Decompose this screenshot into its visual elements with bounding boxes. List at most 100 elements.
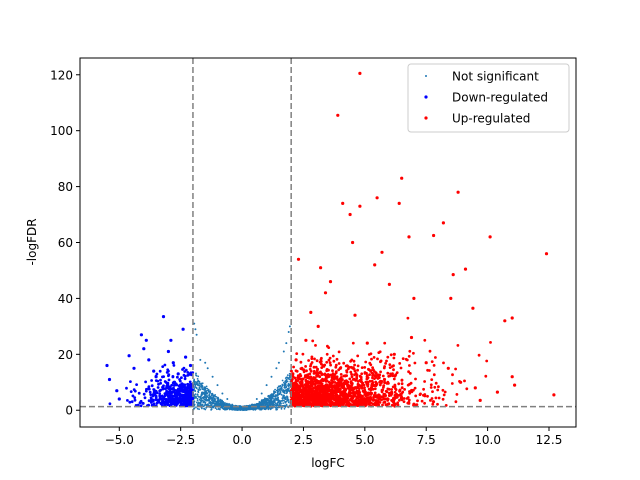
point-up-regulated-24 <box>412 296 416 300</box>
point-up-regulated-6 <box>397 201 401 205</box>
point-up-regulated-31 <box>495 390 499 394</box>
point-down-regulated-1 <box>107 377 112 382</box>
point-up-regulated-34 <box>473 386 477 390</box>
point-down-regulated-19 <box>188 363 193 368</box>
point-not-significant-17 <box>265 384 268 387</box>
point-not-significant-16 <box>260 392 263 395</box>
legend: Not significant Down-regulated Up-regula… <box>407 63 570 133</box>
point-up-regulated-46 <box>459 380 463 384</box>
point-up-regulated-16 <box>373 263 377 267</box>
point-not-significant-10 <box>231 403 234 406</box>
point-not-significant-5 <box>206 367 209 370</box>
point-not-significant-9 <box>226 398 229 400</box>
point-not-significant-20 <box>277 361 280 364</box>
point-up-regulated-29 <box>510 375 514 379</box>
point-up-regulated-28 <box>510 316 514 320</box>
point-up-regulated-48 <box>321 389 325 393</box>
point-not-significant-15 <box>255 398 258 400</box>
point-up-regulated-5 <box>375 196 379 200</box>
y-tick-label-0: 0 <box>65 404 73 418</box>
x-tick-label-3: 2.5 <box>294 433 313 447</box>
point-down-regulated-9 <box>147 358 151 362</box>
y-tick-label-5: 100 <box>50 124 73 138</box>
point-up-regulated-22 <box>328 280 333 284</box>
y-axis-ticks: 0 20 40 60 80 100 120 <box>50 68 80 418</box>
point-up-regulated-43 <box>309 310 313 314</box>
point-up-regulated-27 <box>503 319 507 323</box>
legend-box <box>407 63 570 133</box>
point-up-regulated-4 <box>341 201 345 205</box>
y-axis-label: -logFDR <box>25 218 39 265</box>
legend-marker-down-regulated <box>424 95 428 99</box>
point-not-significant-3 <box>199 358 202 361</box>
point-up-regulated-44 <box>353 313 357 317</box>
x-tick-label-2: 0.0 <box>233 433 252 447</box>
point-down-regulated-6 <box>139 333 143 337</box>
point-up-regulated-13 <box>544 252 549 256</box>
point-up-regulated-37 <box>338 366 342 370</box>
point-not-significant-8 <box>221 392 224 395</box>
point-up-regulated-36 <box>392 352 396 356</box>
point-down-regulated-14 <box>169 338 173 342</box>
point-up-regulated-40 <box>294 358 298 362</box>
legend-marker-not-significant <box>425 75 427 77</box>
point-up-regulated-18 <box>451 273 455 277</box>
y-tick-label-3: 60 <box>58 236 73 250</box>
point-down-regulated-7 <box>142 347 146 351</box>
point-up-regulated-21 <box>319 266 323 270</box>
point-down-regulated-12 <box>161 315 166 319</box>
point-up-regulated-47 <box>382 377 387 382</box>
legend-entry-down-regulated: Down-regulated <box>452 91 548 105</box>
point-not-significant-23 <box>287 331 290 333</box>
point-up-regulated-45 <box>409 335 414 340</box>
point-up-regulated-35 <box>446 366 450 370</box>
point-up-regulated-12 <box>488 235 492 239</box>
point-down-regulated-5 <box>132 366 136 370</box>
x-tick-label-0: −5.0 <box>105 433 134 447</box>
point-up-regulated-8 <box>348 212 352 217</box>
point-down-regulated-3 <box>117 397 121 401</box>
point-down-regulated-17 <box>181 327 185 331</box>
point-up-regulated-30 <box>513 383 517 387</box>
point-down-regulated-18 <box>184 355 188 359</box>
point-up-regulated-49 <box>299 380 303 384</box>
point-down-regulated-0 <box>105 363 109 368</box>
point-up-regulated-1 <box>336 113 340 117</box>
point-not-significant-19 <box>275 367 278 370</box>
x-axis-label: logFC <box>311 456 345 470</box>
point-down-regulated-4 <box>127 354 131 358</box>
point-up-regulated-38 <box>316 324 320 328</box>
point-up-regulated-7 <box>358 204 362 208</box>
x-tick-label-5: 7.5 <box>417 433 436 447</box>
point-up-regulated-3 <box>456 190 460 194</box>
point-up-regulated-0 <box>358 71 362 75</box>
point-not-significant-24 <box>288 325 291 328</box>
point-up-regulated-19 <box>463 267 468 271</box>
point-down-regulated-15 <box>171 361 175 365</box>
density-bulk <box>108 316 492 412</box>
x-tick-label-1: −2.5 <box>166 433 195 447</box>
threshold-lines <box>80 58 576 427</box>
point-not-significant-4 <box>204 361 207 364</box>
point-not-significant-12 <box>241 407 244 410</box>
point-up-regulated-41 <box>365 341 369 345</box>
point-up-regulated-2 <box>400 176 404 180</box>
point-not-significant-21 <box>282 350 285 353</box>
y-tick-label-4: 80 <box>58 180 73 194</box>
point-up-regulated-15 <box>351 240 355 245</box>
point-up-regulated-10 <box>407 235 411 239</box>
y-tick-label-1: 20 <box>58 348 73 362</box>
x-tick-label-6: 10.0 <box>474 433 501 447</box>
point-not-significant-22 <box>285 342 288 345</box>
point-down-regulated-16 <box>176 372 180 376</box>
point-up-regulated-33 <box>478 398 482 402</box>
point-up-regulated-11 <box>432 233 436 238</box>
point-not-significant-2 <box>195 333 198 336</box>
y-tick-label-6: 120 <box>50 68 73 82</box>
point-up-regulated-14 <box>380 250 384 254</box>
point-not-significant-18 <box>270 375 273 378</box>
legend-entry-up-regulated: Up-regulated <box>452 112 530 126</box>
x-tick-label-4: 5.0 <box>355 433 374 447</box>
point-down-regulated-13 <box>166 349 170 354</box>
